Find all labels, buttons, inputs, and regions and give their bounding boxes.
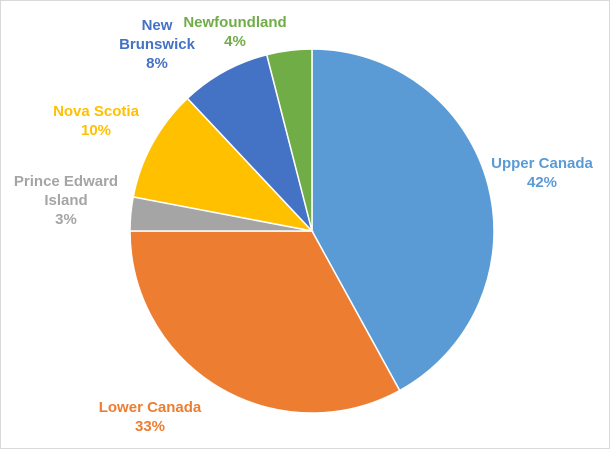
slice-percent-2: 3%: [55, 211, 77, 228]
slice-label-1: Lower Canada 33%: [99, 399, 202, 435]
slice-percent-3: 10%: [81, 122, 111, 139]
slice-label-line-2-0: Prince Edward: [14, 173, 118, 190]
slice-label-line-5-0: Newfoundland: [183, 14, 286, 31]
slice-label-line-0-0: Upper Canada: [491, 155, 593, 172]
slice-label-line-4-1: Brunswick: [119, 36, 196, 53]
slice-label-2: Prince Edward Island 3%: [14, 173, 118, 228]
slice-label-line-1-0: Lower Canada: [99, 399, 202, 416]
slice-label-line-4-0: New: [142, 17, 173, 34]
slice-percent-4: 8%: [146, 55, 168, 72]
slice-percent-0: 42%: [527, 174, 557, 191]
pie-slice-0: [311, 48, 495, 392]
slice-label-line-2-1: Island: [44, 192, 87, 209]
slice-percent-5: 4%: [224, 33, 246, 50]
pie-slice-5: [265, 48, 313, 232]
slice-label-line-3-0: Nova Scotia: [53, 103, 140, 120]
slice-percent-1: 33%: [135, 418, 165, 435]
pie-slice-3: [132, 97, 315, 233]
pie-slice-4: [186, 53, 313, 232]
slice-label-4: New Brunswick 8%: [119, 17, 196, 72]
slice-label-0: Upper Canada 42%: [491, 155, 593, 191]
slice-label-3: Nova Scotia 10%: [53, 103, 140, 139]
pie-slice-1: [129, 230, 401, 414]
slice-label-5: Newfoundland 4%: [183, 14, 286, 50]
